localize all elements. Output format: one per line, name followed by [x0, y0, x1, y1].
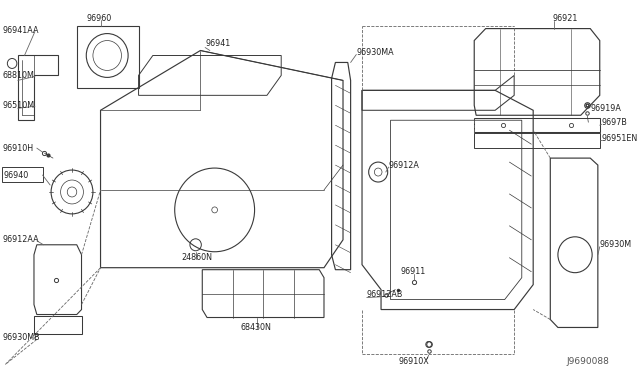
Text: 96912A: 96912A [388, 161, 420, 170]
Text: 96960: 96960 [86, 14, 111, 23]
Text: 96940: 96940 [4, 170, 29, 180]
Text: 96910X: 96910X [399, 357, 429, 366]
Text: 96510M: 96510M [3, 101, 35, 110]
Text: 96910H: 96910H [3, 144, 34, 153]
Text: J9690088: J9690088 [566, 357, 609, 366]
Text: 96912AB: 96912AB [367, 290, 403, 299]
Text: 96930M: 96930M [600, 240, 632, 249]
Text: 68430N: 68430N [240, 323, 271, 332]
Text: 96930MB: 96930MB [3, 333, 40, 342]
Text: 9697B: 9697B [602, 118, 628, 127]
Text: 96941AA: 96941AA [3, 26, 39, 35]
Text: 24860N: 24860N [181, 253, 212, 262]
Text: 96919A: 96919A [590, 104, 621, 113]
Text: 96912AA: 96912AA [3, 235, 39, 244]
Text: 96951EN: 96951EN [602, 134, 638, 143]
Text: 96930MA: 96930MA [356, 48, 394, 57]
Text: 96911: 96911 [400, 267, 426, 276]
Text: 68810M: 68810M [3, 71, 35, 80]
Text: 96921: 96921 [552, 14, 577, 23]
Text: 96941: 96941 [205, 39, 230, 48]
